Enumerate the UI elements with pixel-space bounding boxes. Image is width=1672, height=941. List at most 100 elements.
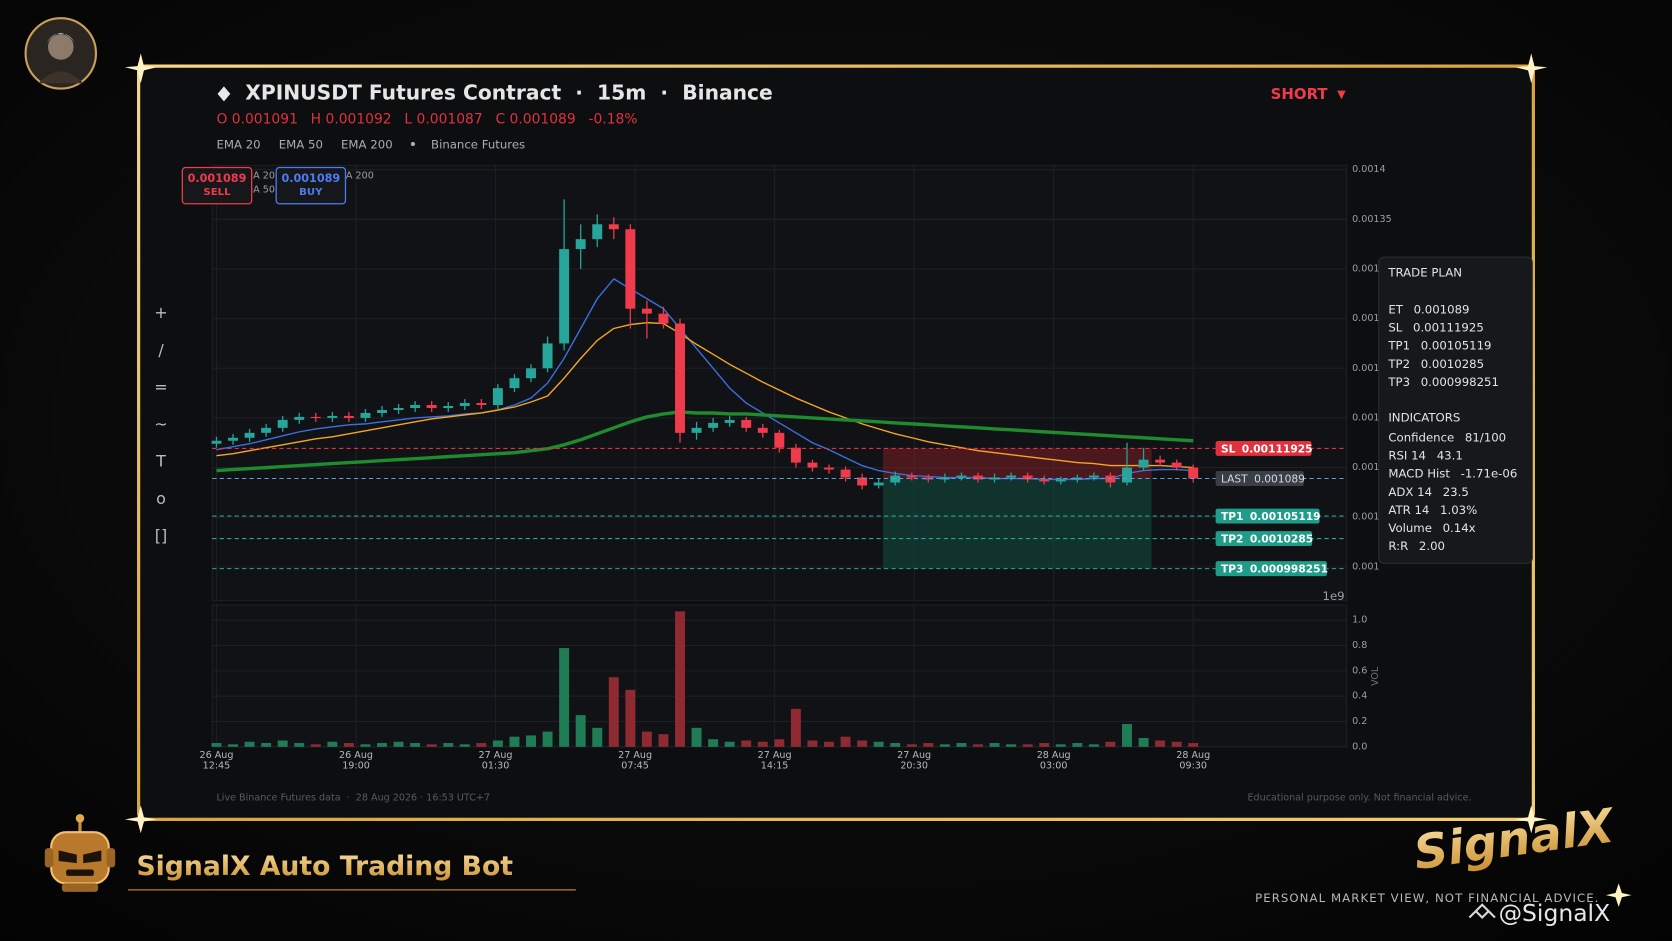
candle-body bbox=[1055, 479, 1066, 482]
plan-level-value: 0.00111925 bbox=[1413, 320, 1484, 334]
y-tick-label: 0.0013 bbox=[1352, 263, 1386, 274]
y-tick-label: 0.0012 bbox=[1352, 363, 1386, 374]
side-arrow bbox=[1337, 90, 1346, 100]
candle-body bbox=[641, 308, 652, 314]
plan-level-label: TP2 bbox=[1387, 356, 1410, 370]
ohlc-value: H 0.001092 bbox=[311, 111, 392, 127]
plan-level-label: TP3 bbox=[1387, 374, 1410, 388]
indicator-label: RSI 14 bbox=[1388, 448, 1426, 462]
candle-body bbox=[724, 419, 735, 423]
volume-bar bbox=[675, 611, 685, 747]
volume-bar bbox=[542, 731, 553, 747]
volume-bar bbox=[592, 727, 603, 747]
volume-bar bbox=[857, 740, 868, 747]
candle-body bbox=[1171, 462, 1182, 468]
candle-body bbox=[575, 239, 586, 250]
candle-body bbox=[542, 343, 553, 369]
legend-entry: EMA 200 bbox=[332, 171, 374, 182]
toolbar-button[interactable]: / bbox=[158, 340, 164, 359]
candle-body bbox=[343, 415, 354, 418]
indicator: ADX 14 23.5 bbox=[1388, 484, 1468, 498]
indicator: ATR 14 1.03% bbox=[1388, 502, 1477, 516]
trade-level-tag: TP2 0.0010285 bbox=[1215, 531, 1313, 547]
candle-body bbox=[410, 405, 421, 408]
y-tick-label: 0.00125 bbox=[1352, 313, 1392, 324]
candle-body bbox=[377, 409, 387, 413]
indicator-label: ADX 14 bbox=[1388, 484, 1432, 498]
plan-level: SL 0.00111925 bbox=[1388, 320, 1483, 334]
candle-body bbox=[1022, 475, 1033, 480]
candle-body bbox=[857, 477, 868, 486]
candle-body bbox=[989, 477, 1000, 480]
trade-level-bg bbox=[1215, 471, 1304, 486]
toolbar-button[interactable]: o bbox=[156, 489, 166, 508]
trade-level-tag: LAST 0.001089 bbox=[1215, 471, 1305, 486]
candle-body bbox=[906, 475, 917, 478]
volume-tick-label: 1.0 bbox=[1352, 615, 1367, 626]
indicators-title: INDICATORS bbox=[1388, 411, 1460, 425]
plan-level-value: 0.001089 bbox=[1414, 302, 1470, 316]
volume-bar bbox=[492, 740, 503, 747]
trade-level-text: TP3 0.000998251 bbox=[1221, 563, 1328, 576]
candle-body bbox=[360, 412, 371, 418]
volume-bar bbox=[824, 741, 834, 747]
quote-price: 0.001089 bbox=[188, 172, 247, 185]
trade-level-tag: SL 0.00111925 bbox=[1215, 440, 1313, 456]
volume-bar bbox=[1155, 740, 1166, 747]
quote-price: 0.001089 bbox=[281, 172, 340, 185]
indicator-name: EMA 20 bbox=[216, 138, 260, 152]
indicator-label: MACD Hist bbox=[1388, 466, 1450, 480]
candle-body bbox=[526, 368, 536, 379]
quote-box[interactable] bbox=[275, 166, 347, 205]
toolbar-button[interactable]: = bbox=[154, 377, 167, 396]
indicator-label: Volume bbox=[1388, 521, 1432, 535]
indicator-label: ATR 14 bbox=[1388, 502, 1429, 516]
x-tick-label: 26 Aug bbox=[200, 750, 234, 761]
separator-dot bbox=[410, 141, 416, 147]
trade-level-label: TP3 bbox=[1221, 563, 1243, 576]
ohlc-value: O 0.001091 bbox=[216, 111, 297, 127]
volume-bar bbox=[277, 740, 288, 747]
trade-level-label: TP1 bbox=[1221, 510, 1243, 523]
robot-mascot bbox=[44, 814, 116, 892]
volume-bar bbox=[840, 736, 851, 747]
volume-bar bbox=[575, 715, 586, 747]
candle-body bbox=[757, 427, 768, 433]
candle-body bbox=[1122, 467, 1132, 483]
trade-level-bg bbox=[1215, 531, 1313, 547]
volume-bar bbox=[691, 727, 702, 747]
trade-level-text: TP1 0.00105119 bbox=[1221, 510, 1321, 523]
toolbar-button[interactable]: [] bbox=[155, 526, 167, 545]
plan-level-label: ET bbox=[1388, 302, 1403, 316]
ema-line bbox=[216, 410, 1194, 473]
volume-bar bbox=[426, 744, 437, 747]
volume-bar bbox=[989, 743, 1000, 747]
volume-bar bbox=[973, 744, 983, 747]
volume-bar bbox=[228, 744, 238, 747]
indicator-row: EMA 20 EMA 50 EMA 200 Binance Futures bbox=[216, 138, 525, 152]
trade-level-bg bbox=[1215, 561, 1327, 577]
x-tick-label: 19:00 bbox=[342, 761, 370, 772]
volume-bar bbox=[1188, 743, 1199, 747]
chart-title: XPINUSDT Futures Contract · 15m · Binanc… bbox=[245, 80, 773, 104]
handle-icon bbox=[1468, 903, 1496, 920]
candle-body bbox=[675, 323, 685, 433]
candle-body bbox=[459, 403, 470, 407]
risk-zone bbox=[882, 448, 1152, 479]
volume-bar bbox=[1072, 743, 1083, 747]
quote-box[interactable] bbox=[181, 166, 253, 205]
candle-body bbox=[741, 419, 752, 428]
volume-bar bbox=[244, 741, 255, 747]
toolbar-button[interactable]: + bbox=[154, 303, 167, 322]
volume-bar bbox=[641, 731, 652, 747]
toolbar-button[interactable]: ~ bbox=[154, 415, 167, 434]
candle-body bbox=[658, 313, 669, 324]
volume-tick-label: 0.4 bbox=[1352, 691, 1367, 702]
ohlc-row: O 0.001091 H 0.001092 L 0.001087 C 0.001089… bbox=[216, 111, 637, 127]
volume-bar bbox=[807, 740, 818, 747]
volume-bar bbox=[923, 743, 934, 747]
toolbar-button[interactable]: T bbox=[155, 452, 166, 471]
indicator-label: R:R bbox=[1388, 539, 1408, 553]
x-tick-label: 03:00 bbox=[1040, 761, 1068, 772]
